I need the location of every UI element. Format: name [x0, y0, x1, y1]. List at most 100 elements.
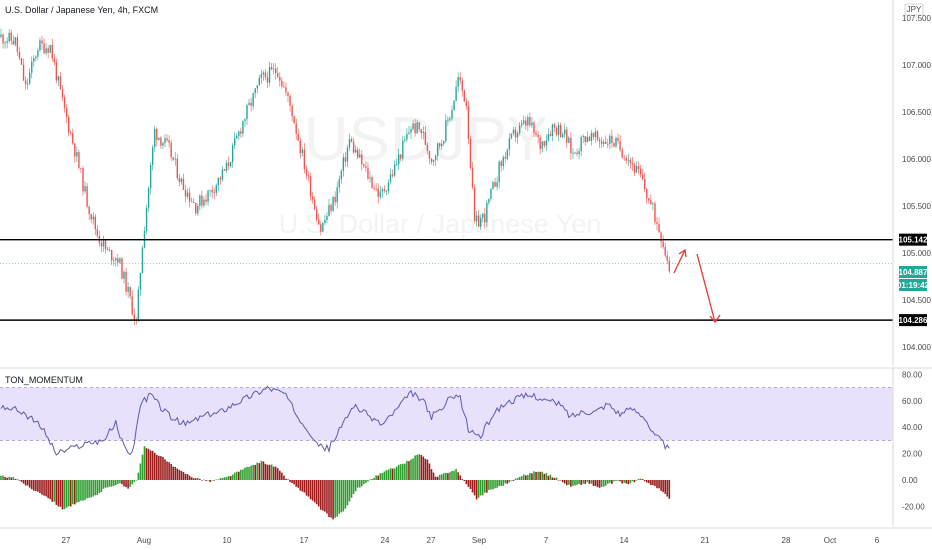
chart-title[interactable]: U.S. Dollar / Japanese Yen, 4h, FXCM	[5, 5, 158, 15]
histogram-bar	[371, 479, 373, 480]
candle-body	[514, 129, 517, 138]
projection-arrow-down[interactable]	[696, 253, 716, 323]
projection-arrowhead-down[interactable]	[709, 314, 721, 324]
candle-body	[434, 155, 437, 160]
histogram-bar	[260, 460, 263, 480]
histogram-bar	[426, 459, 429, 480]
projection-arrowhead-up[interactable]	[678, 248, 687, 258]
candle-body	[211, 189, 213, 193]
histogram-bar	[445, 472, 447, 480]
histogram-bar	[252, 465, 254, 480]
candle-body	[188, 192, 191, 202]
levels-group	[0, 238, 893, 321]
candle-body	[365, 166, 367, 168]
histogram-bar	[574, 480, 576, 486]
projection-arrows[interactable]	[673, 248, 721, 324]
histogram-bar	[549, 474, 552, 480]
candle-body	[449, 118, 451, 120]
histogram-bar	[334, 480, 336, 518]
histogram-bar	[324, 480, 326, 512]
candle-body	[149, 165, 152, 189]
candle-body	[80, 168, 82, 169]
histogram-bar	[205, 480, 207, 481]
currency-badge[interactable]	[904, 3, 924, 16]
candle-body	[22, 64, 25, 81]
histogram-bar	[272, 466, 275, 480]
oscillator-line	[0, 385, 670, 456]
histogram-bar	[541, 471, 543, 480]
candle-body	[492, 182, 494, 189]
candle-body	[82, 168, 84, 192]
candle-body	[176, 158, 178, 179]
candle-body	[650, 200, 652, 205]
candles-group	[0, 28, 670, 326]
histogram-bar	[22, 480, 25, 484]
main-pane[interactable]	[0, 0, 893, 367]
candle-body	[516, 133, 519, 138]
candle-body	[557, 124, 560, 135]
candle-body	[605, 141, 607, 144]
histogram-group	[0, 446, 671, 520]
candle-body	[551, 124, 554, 136]
candle-body	[387, 182, 390, 192]
candle-body	[398, 154, 400, 165]
candle-body	[37, 50, 39, 57]
candle-body	[555, 127, 558, 135]
indicator-scale[interactable]: 80.00 60.00 40.00 20.00 0.00 -20.00	[892, 368, 925, 527]
candle-body	[313, 199, 316, 210]
price-scale[interactable]: JPY 107.500107.000106.500106.000105.5001…	[892, 0, 931, 367]
histogram-bar	[492, 480, 494, 490]
histogram-bar	[197, 477, 199, 480]
candle-body	[26, 83, 29, 85]
histogram-bar	[332, 480, 334, 520]
candle-body	[441, 143, 443, 147]
histogram-bar	[242, 469, 244, 480]
countdown-badge	[899, 279, 927, 291]
candle-body	[580, 137, 582, 151]
candle-body	[445, 120, 447, 142]
candle-body	[393, 164, 396, 176]
histogram-bar	[74, 480, 76, 505]
histogram-bar	[391, 468, 394, 480]
candle-body	[430, 158, 433, 162]
histogram-bar	[317, 480, 320, 507]
candle-body	[303, 149, 306, 170]
candle-body	[289, 95, 291, 106]
histogram-bar	[641, 479, 644, 480]
price-tick: 105.500	[902, 202, 931, 211]
indicator-pane[interactable]: TON_MOMENTUM	[0, 375, 893, 520]
histogram-bar	[568, 480, 570, 485]
histogram-bar	[102, 480, 105, 489]
projection-arrow-up[interactable]	[673, 249, 686, 274]
time-axis[interactable]: 27 Aug 10 17 24 27 Sep 7 14 21 28 Oct 6	[0, 527, 932, 545]
histogram-bar	[406, 460, 408, 480]
indicator-tick: -20.00	[902, 502, 925, 511]
candle-body	[180, 178, 183, 182]
candle-body	[131, 296, 133, 315]
indicator-title[interactable]: TON_MOMENTUM	[5, 375, 83, 385]
histogram-bar	[307, 480, 310, 497]
candle-body	[213, 192, 215, 194]
candle-body	[307, 175, 310, 177]
price-ticks: 107.500 107.000 106.500 106.000 105.500 105.0…	[902, 14, 931, 352]
histogram-bar	[221, 477, 224, 480]
candle-body	[104, 240, 107, 249]
candle-body	[402, 140, 404, 159]
histogram-bar	[63, 480, 66, 510]
candle-body	[494, 182, 496, 187]
candle-body	[350, 138, 353, 142]
histogram-bar	[240, 469, 242, 480]
histogram-bar	[137, 472, 140, 480]
candle-body	[644, 179, 646, 190]
candle-body	[172, 157, 174, 160]
candle-body	[367, 167, 369, 179]
histogram-bar	[26, 480, 29, 486]
histogram-bar	[399, 464, 402, 480]
histogram-bar	[344, 480, 347, 509]
candle-body	[238, 131, 240, 136]
histogram-bar	[92, 480, 95, 497]
candle-body	[123, 271, 125, 279]
candle-body	[379, 191, 381, 197]
candle-body	[197, 206, 199, 214]
candle-body	[199, 195, 201, 207]
